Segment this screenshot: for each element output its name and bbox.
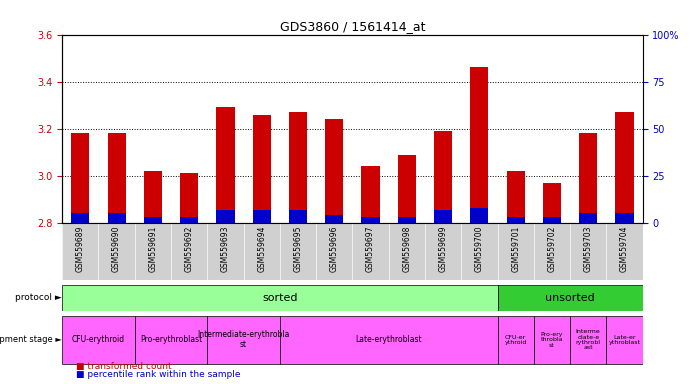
Bar (216, 108, 234, 223)
Bar (280, 316, 498, 364)
Text: GSM559703: GSM559703 (584, 226, 593, 272)
Bar (616, 112, 634, 223)
Text: sorted: sorted (262, 293, 298, 303)
Bar (62, 316, 135, 364)
Bar (144, 217, 162, 223)
Bar (434, 210, 452, 223)
Bar (71, 214, 89, 223)
Text: GSM559695: GSM559695 (294, 226, 303, 272)
Bar (216, 210, 234, 223)
Bar (507, 217, 524, 223)
Text: GSM559702: GSM559702 (547, 226, 556, 272)
Text: Intermediate-erythrobla
st: Intermediate-erythrobla st (198, 331, 290, 349)
Text: GSM559693: GSM559693 (221, 226, 230, 272)
Text: Late-er
ythroblast: Late-er ythroblast (609, 334, 641, 345)
Bar (398, 154, 416, 223)
Bar (289, 112, 307, 223)
Bar (325, 119, 343, 223)
Text: ■ percentile rank within the sample: ■ percentile rank within the sample (76, 371, 240, 379)
Bar (108, 133, 126, 223)
Text: GSM559692: GSM559692 (184, 226, 193, 272)
Bar (253, 114, 271, 223)
Bar (570, 316, 607, 364)
Bar (361, 217, 379, 223)
Text: GSM559696: GSM559696 (330, 226, 339, 272)
Bar (533, 316, 570, 364)
Text: GSM559701: GSM559701 (511, 226, 520, 272)
Text: ■ transformed count: ■ transformed count (76, 362, 171, 371)
Bar (180, 173, 198, 223)
Bar (471, 68, 489, 223)
Bar (135, 316, 207, 364)
Bar (398, 217, 416, 223)
Text: GSM559704: GSM559704 (620, 226, 629, 272)
Bar (144, 171, 162, 223)
Bar (71, 133, 89, 223)
Bar (361, 166, 379, 223)
Text: development stage ►: development stage ► (0, 335, 62, 344)
Text: GSM559691: GSM559691 (149, 226, 158, 272)
Bar (207, 316, 280, 364)
Text: GSM559700: GSM559700 (475, 226, 484, 272)
Text: unsorted: unsorted (545, 293, 595, 303)
Bar (325, 215, 343, 223)
Text: Late-erythroblast: Late-erythroblast (355, 335, 422, 344)
Bar (289, 210, 307, 223)
Bar (579, 214, 597, 223)
Text: GSM559689: GSM559689 (76, 226, 85, 272)
Text: Pro-ery
throbla
st: Pro-ery throbla st (540, 332, 563, 348)
Text: GSM559694: GSM559694 (257, 226, 266, 272)
Bar (180, 217, 198, 223)
Bar (498, 316, 533, 364)
Bar (471, 208, 489, 223)
Text: GSM559698: GSM559698 (402, 226, 411, 272)
Bar (253, 210, 271, 223)
Text: GSM559697: GSM559697 (366, 226, 375, 272)
Bar (507, 171, 524, 223)
Text: CFU-erythroid: CFU-erythroid (72, 335, 125, 344)
Bar (108, 214, 126, 223)
Bar (543, 183, 561, 223)
Bar (62, 285, 498, 311)
Bar (498, 285, 643, 311)
Title: GDS3860 / 1561414_at: GDS3860 / 1561414_at (280, 20, 425, 33)
Text: GSM559690: GSM559690 (112, 226, 121, 272)
Text: Interme
diate-e
rythrobl
ast: Interme diate-e rythrobl ast (576, 329, 600, 351)
Text: CFU-er
ythroid: CFU-er ythroid (504, 334, 527, 345)
Bar (543, 217, 561, 223)
Bar (579, 133, 597, 223)
Text: protocol ►: protocol ► (15, 293, 62, 302)
Text: Pro-erythroblast: Pro-erythroblast (140, 335, 202, 344)
Bar (607, 316, 643, 364)
Bar (434, 131, 452, 223)
Text: GSM559699: GSM559699 (439, 226, 448, 272)
Bar (616, 214, 634, 223)
